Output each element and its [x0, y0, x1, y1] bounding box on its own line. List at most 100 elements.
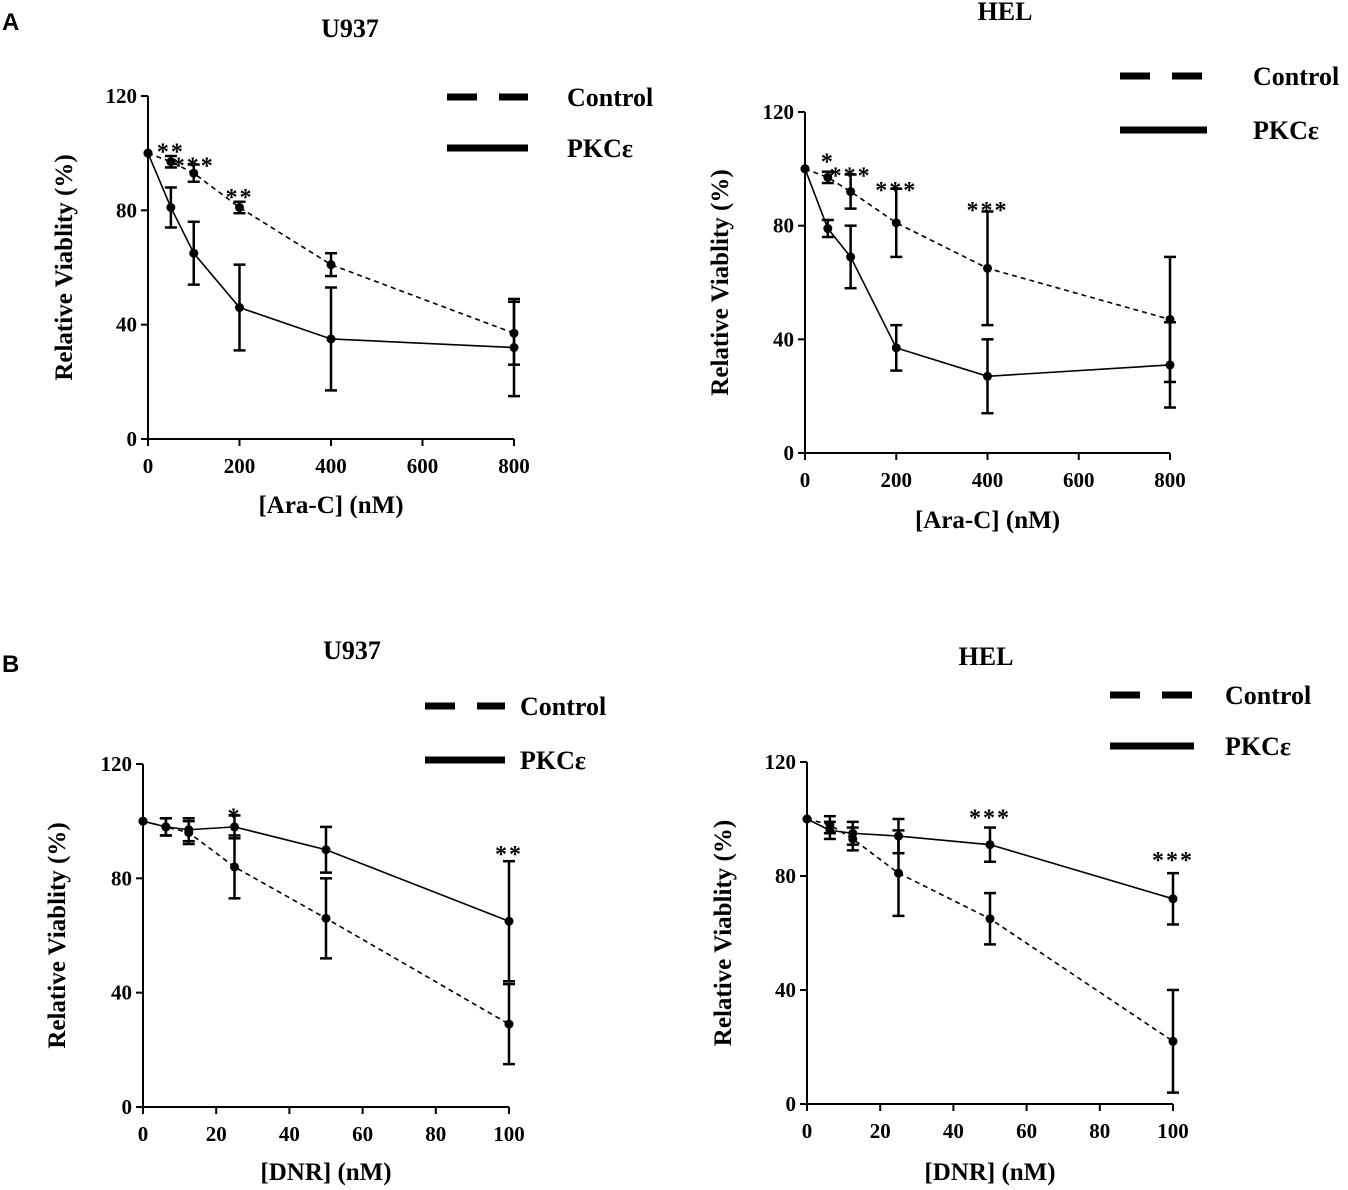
y-tick-label: 40: [116, 313, 137, 337]
data-point-pkce: [184, 825, 194, 835]
data-point-pkce: [230, 822, 239, 832]
y-tick-label: 80: [773, 214, 794, 238]
legend-label-pkce: PKCε: [1253, 116, 1319, 145]
significance-marker: ***: [1152, 848, 1194, 874]
data-point-pkce: [985, 840, 995, 850]
series-line-pkce: [804, 168, 1171, 378]
x-tick-label: 60: [1016, 1119, 1037, 1143]
y-tick-label: 120: [765, 750, 797, 774]
data-point-pkce: [504, 916, 514, 926]
x-tick-label: 200: [881, 468, 913, 492]
x-tick-label: 600: [407, 454, 439, 478]
data-point-pkce: [321, 845, 331, 855]
x-tick-label: 800: [498, 454, 530, 478]
legend-label-pkce: PKCε: [520, 746, 586, 775]
data-point-control: [321, 913, 331, 923]
data-point-control: [230, 862, 239, 872]
x-axis-label: [DNR] (nM): [924, 1159, 1055, 1186]
data-point-pkce: [1165, 360, 1175, 370]
data-point-pkce: [894, 831, 903, 841]
data-point-control: [326, 260, 336, 270]
data-point-control: [846, 187, 856, 197]
legend: Control PKCε: [1110, 681, 1311, 761]
significance-marker: **: [495, 842, 523, 868]
x-axis-label: [DNR] (nM): [260, 1159, 391, 1186]
chart-title: HEL: [978, 0, 1033, 26]
data-point-pkce: [143, 148, 153, 158]
x-tick-label: 200: [224, 454, 256, 478]
data-point-control: [823, 172, 833, 182]
data-point-pkce: [983, 371, 992, 381]
y-axis-label: Relative Viablity (%): [707, 169, 734, 395]
y-tick-label: 120: [106, 84, 138, 108]
y-tick-label: 0: [786, 1092, 797, 1116]
data-point-control: [891, 218, 901, 228]
x-tick-label: 100: [1157, 1119, 1189, 1143]
legend: Control PKCε: [425, 692, 606, 775]
data-point-pkce: [891, 343, 901, 353]
significance-marker: ***: [173, 154, 215, 180]
x-tick-label: 20: [206, 1122, 227, 1146]
x-axis-label: [Ara-C] (nM): [915, 507, 1060, 534]
y-tick-label: 80: [116, 198, 137, 222]
data-point-control: [983, 263, 992, 273]
series-line-pkce: [147, 152, 515, 349]
y-axis-label: Relative Viablity (%): [51, 154, 78, 380]
data-point-control: [894, 868, 903, 878]
legend-label-control: Control: [520, 692, 606, 721]
data-point-pkce: [825, 825, 835, 835]
x-tick-label: 800: [1154, 468, 1186, 492]
data-point-pkce: [509, 343, 519, 353]
x-tick-label: 20: [870, 1119, 891, 1143]
data-point-control: [166, 157, 176, 167]
data-point-pkce: [846, 252, 856, 262]
data-point-pkce: [802, 814, 812, 824]
significance-marker: *: [821, 149, 835, 175]
data-point-pkce: [166, 202, 176, 212]
data-point-control: [1168, 1036, 1178, 1046]
y-tick-label: 0: [784, 441, 795, 465]
y-tick-label: 120: [763, 100, 795, 124]
x-tick-label: 400: [972, 468, 1004, 492]
y-tick-label: 0: [122, 1095, 133, 1119]
chart-title: HEL: [959, 642, 1014, 671]
x-tick-label: 60: [352, 1122, 373, 1146]
significance-marker: **: [157, 139, 185, 165]
significance-marker: **: [226, 185, 254, 211]
y-tick-label: 80: [775, 864, 796, 888]
significance-marker: *: [228, 805, 242, 831]
legend-label-pkce: PKCε: [1225, 732, 1291, 761]
y-tick-label: 40: [775, 978, 796, 1002]
y-axis-label: Relative Viablity (%): [44, 822, 71, 1048]
x-tick-label: 0: [800, 468, 811, 492]
x-tick-label: 100: [493, 1122, 525, 1146]
y-axis-label: Relative Viablity (%): [710, 820, 737, 1046]
legend-label-control: Control: [1225, 681, 1311, 710]
legend-label-pkce: PKCε: [567, 134, 633, 163]
y-tick-label: 80: [111, 866, 132, 890]
significance-marker: ***: [875, 178, 917, 204]
data-point-control: [985, 914, 995, 924]
data-point-pkce: [235, 303, 244, 313]
legend: Control PKCε: [1120, 62, 1339, 145]
significance-marker: ***: [967, 198, 1009, 224]
y-tick-label: 0: [127, 427, 138, 451]
data-point-control: [235, 202, 244, 212]
legend-label-control: Control: [1253, 62, 1339, 91]
data-point-pkce: [326, 334, 336, 344]
x-tick-label: 80: [425, 1122, 446, 1146]
chart-4: HEL 0 40 80 120 0 20 40 60 80 100 [DNR] (nM) Relativ…: [710, 642, 1311, 1186]
data-point-pkce: [800, 164, 810, 174]
x-tick-label: 0: [143, 454, 154, 478]
data-point-control: [189, 168, 199, 178]
x-tick-label: 0: [138, 1122, 149, 1146]
legend-label-control: Control: [567, 83, 653, 112]
significance-marker: ***: [969, 805, 1011, 831]
data-point-pkce: [138, 816, 148, 826]
x-tick-label: 40: [279, 1122, 300, 1146]
x-tick-label: 600: [1063, 468, 1095, 492]
y-tick-label: 40: [111, 981, 132, 1005]
x-tick-label: 400: [315, 454, 347, 478]
legend: Control PKCε: [447, 83, 653, 163]
